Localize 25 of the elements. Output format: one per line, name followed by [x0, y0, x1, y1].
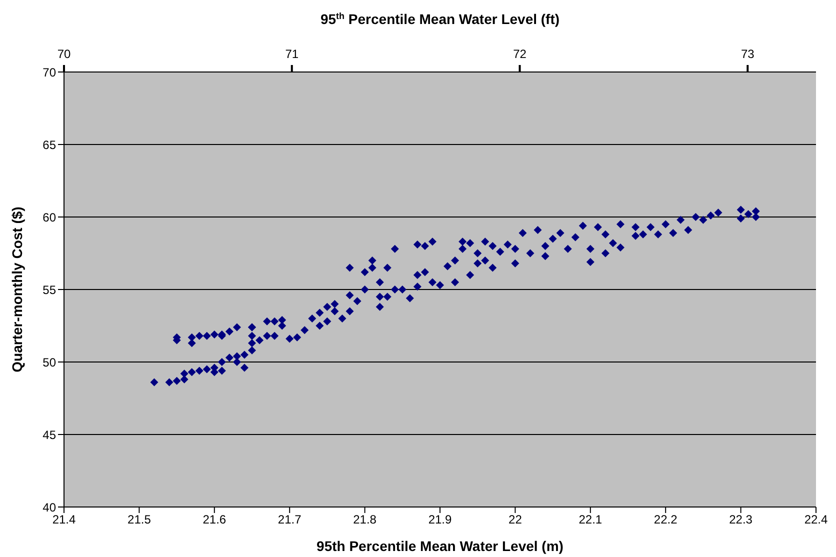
x-tick-label: 22.2: [654, 512, 678, 527]
x-tick-label: 22.4: [804, 512, 828, 527]
x2-tick-label: 72: [513, 47, 527, 61]
y-axis-title: Quarter-monthly Cost ($): [9, 206, 25, 372]
x-tick-label: 21.8: [353, 512, 377, 527]
x-tick-label: 22.1: [578, 512, 602, 527]
x-tick-label: 21.4: [52, 512, 76, 527]
y-tick-label: 60: [42, 210, 56, 224]
x-tick-label: 22.3: [729, 512, 753, 527]
y-tick-label: 40: [42, 500, 56, 514]
x-tick-label: 21.7: [278, 512, 302, 527]
x2-tick-label: 71: [285, 47, 299, 61]
y-tick-label: 45: [42, 428, 56, 442]
x2-axis-title: 95$^{th}$ Percentile Mean Water Level (ft): [320, 11, 560, 27]
x2-tick-label: 73: [740, 47, 755, 61]
y-tick-label: 55: [42, 282, 56, 297]
x-tick-label: 22: [508, 512, 522, 527]
y-tick-label: 70: [42, 65, 56, 80]
x-axis-title: 95th Percentile Mean Water Level (m): [316, 538, 564, 554]
y-tick-label: 65: [42, 138, 56, 152]
y-tick-label: 50: [42, 355, 56, 370]
x-tick-label: 21.6: [202, 512, 226, 527]
x-tick-label: 21.5: [128, 512, 152, 527]
x-tick-label: 21.9: [428, 512, 452, 527]
x2-tick-label: 70: [57, 47, 71, 61]
